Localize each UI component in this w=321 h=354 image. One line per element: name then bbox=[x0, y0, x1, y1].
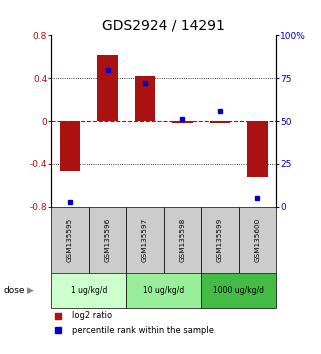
Bar bbox=[60, 121, 80, 171]
Text: GSM135600: GSM135600 bbox=[254, 218, 260, 262]
Bar bbox=[51, 273, 126, 308]
Text: dose: dose bbox=[3, 286, 25, 295]
Bar bbox=[239, 207, 276, 273]
Bar bbox=[126, 207, 164, 273]
Bar bbox=[172, 121, 193, 123]
Text: GSM135595: GSM135595 bbox=[67, 218, 73, 262]
Bar bbox=[164, 207, 201, 273]
Text: GSM135596: GSM135596 bbox=[105, 218, 110, 262]
Text: GSM135597: GSM135597 bbox=[142, 218, 148, 262]
Bar bbox=[247, 121, 268, 177]
Text: ▶: ▶ bbox=[27, 286, 34, 295]
Bar bbox=[51, 207, 89, 273]
Text: log2 ratio: log2 ratio bbox=[72, 311, 112, 320]
Text: percentile rank within the sample: percentile rank within the sample bbox=[72, 326, 213, 335]
Bar bbox=[135, 76, 155, 121]
Bar bbox=[126, 273, 201, 308]
Text: 1000 ug/kg/d: 1000 ug/kg/d bbox=[213, 286, 264, 295]
Bar bbox=[201, 273, 276, 308]
Text: GSM135599: GSM135599 bbox=[217, 218, 223, 262]
Bar bbox=[97, 55, 118, 121]
Text: GSM135598: GSM135598 bbox=[179, 218, 186, 262]
Bar bbox=[201, 207, 239, 273]
Bar bbox=[210, 121, 230, 123]
Title: GDS2924 / 14291: GDS2924 / 14291 bbox=[102, 19, 225, 33]
Text: 1 ug/kg/d: 1 ug/kg/d bbox=[71, 286, 107, 295]
Bar bbox=[89, 207, 126, 273]
Text: 10 ug/kg/d: 10 ug/kg/d bbox=[143, 286, 184, 295]
